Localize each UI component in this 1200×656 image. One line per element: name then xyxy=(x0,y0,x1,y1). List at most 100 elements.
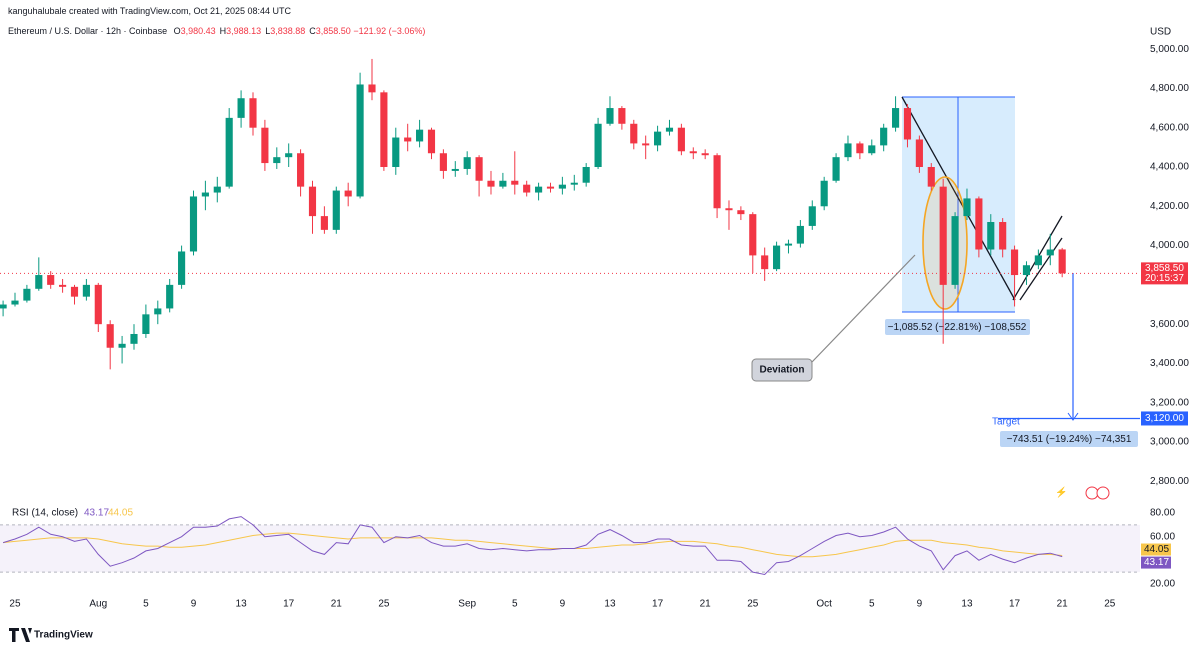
candle-body xyxy=(332,190,340,230)
last-price-box xyxy=(1141,262,1188,285)
x-tick-label: 13 xyxy=(236,599,248,610)
candle-body xyxy=(11,300,19,305)
candle-body xyxy=(344,190,352,197)
candle-body xyxy=(558,184,566,189)
candle-body xyxy=(499,180,507,187)
candle-body xyxy=(999,222,1007,250)
candle-body xyxy=(82,284,90,297)
y-tick-label: 3,600.00 xyxy=(1150,319,1189,330)
candle-body xyxy=(523,184,531,193)
arrow-head xyxy=(1067,412,1079,421)
y-tick-label: 5,000.00 xyxy=(1150,44,1189,55)
rsi-value-label: 43.17 xyxy=(1144,557,1169,568)
candle-body xyxy=(892,108,900,128)
candle-body xyxy=(166,284,174,309)
credit: kanguhalubale created with TradingView.c… xyxy=(8,6,292,16)
candle-body xyxy=(297,153,305,187)
x-tick-label: 21 xyxy=(331,599,343,610)
candle-body xyxy=(35,275,43,289)
candle-body xyxy=(427,129,436,154)
measure-label-bg xyxy=(885,319,1030,335)
candle-body xyxy=(618,108,626,124)
ohlc-value: 3,988.13 xyxy=(226,26,262,36)
measure-label-bg xyxy=(1000,431,1138,447)
x-tick-label: 17 xyxy=(1009,599,1021,610)
channel-line xyxy=(1019,237,1063,301)
candle-body xyxy=(261,127,269,164)
y-tick-label: 4,200.00 xyxy=(1150,201,1189,212)
rsi-title: RSI (14, close) xyxy=(12,508,78,519)
candle-body xyxy=(213,186,221,193)
candle-body xyxy=(796,225,804,244)
x-tick-label: 25 xyxy=(378,599,390,610)
candle-body xyxy=(808,206,816,226)
y-tick-label: 4,400.00 xyxy=(1150,162,1189,173)
rsi-header-value: 43.17 xyxy=(84,508,109,519)
x-tick-label: 21 xyxy=(1057,599,1069,610)
target-text: Target xyxy=(992,417,1020,428)
candle-body xyxy=(868,145,876,154)
measure-label: −743.51 (−19.24%) −74,351 xyxy=(1007,434,1132,445)
candle-body xyxy=(439,153,447,171)
x-tick-label: 9 xyxy=(191,599,197,610)
deviation-label: Deviation xyxy=(759,365,804,376)
candle-body xyxy=(689,151,697,154)
y-tick-label: 4,600.00 xyxy=(1150,122,1189,133)
x-tick-label: 9 xyxy=(917,599,923,610)
candle-body xyxy=(23,288,31,301)
candle-body xyxy=(225,117,233,187)
ohlc-key: O xyxy=(173,26,181,36)
ohlc-key: H xyxy=(219,26,227,36)
candle-body xyxy=(189,196,198,252)
ohlc: O3,980.43 H3,988.13 L3,838.88 C3,858.50 xyxy=(170,26,351,36)
rsi-tick-label: 80.00 xyxy=(1150,508,1175,519)
x-tick-label: 5 xyxy=(512,599,518,610)
ohlc-key: L xyxy=(265,26,271,36)
candle-body xyxy=(665,127,674,132)
target-box xyxy=(1141,411,1188,426)
candle-body xyxy=(737,210,745,215)
candle-body xyxy=(308,186,317,217)
deviation-box xyxy=(751,358,813,382)
candle-body xyxy=(237,98,245,118)
candle-body xyxy=(273,157,281,164)
y-tick-label: 2,800.00 xyxy=(1150,476,1189,487)
candle-body xyxy=(475,157,483,181)
candle-body xyxy=(59,284,67,287)
x-tick-label: Aug xyxy=(89,599,107,610)
candle-body xyxy=(416,129,424,142)
candle-body xyxy=(118,343,126,348)
candle-body xyxy=(249,98,257,128)
trend-line xyxy=(901,96,1016,301)
y-tick-label: 3,000.00 xyxy=(1150,437,1189,448)
candle-body xyxy=(1034,255,1042,266)
candle-body xyxy=(654,131,662,146)
rsi-header-value: 44.05 xyxy=(108,508,133,519)
x-tick-label: 25 xyxy=(9,599,21,610)
candle-body xyxy=(368,84,376,93)
x-tick-label: 17 xyxy=(652,599,664,610)
candle-body xyxy=(594,123,602,167)
candle-body xyxy=(1022,265,1031,276)
candle-body xyxy=(70,286,79,297)
candle-body xyxy=(380,92,388,167)
currency: USD xyxy=(1150,27,1171,38)
candle-body xyxy=(939,186,947,285)
x-tick-label: 25 xyxy=(1104,599,1116,610)
candle-body xyxy=(404,137,412,142)
rsi-tick-label: 20.00 xyxy=(1150,579,1175,590)
symbol: Ethereum / U.S. Dollar · 12h · Coinbase xyxy=(8,26,168,36)
candle-body xyxy=(630,123,638,144)
rsi-value-label: 44.05 xyxy=(1144,544,1169,555)
rsi-line xyxy=(3,532,1063,558)
brand-logo xyxy=(9,628,32,642)
rsi-value-box xyxy=(1141,556,1171,569)
candle-body xyxy=(606,108,614,124)
y-tick-label: 4,000.00 xyxy=(1150,240,1189,251)
ohlc-value: 3,838.88 xyxy=(270,26,306,36)
candle-body xyxy=(392,137,400,167)
y-tick-label: 3,200.00 xyxy=(1150,397,1189,408)
candle-body xyxy=(47,275,55,285)
